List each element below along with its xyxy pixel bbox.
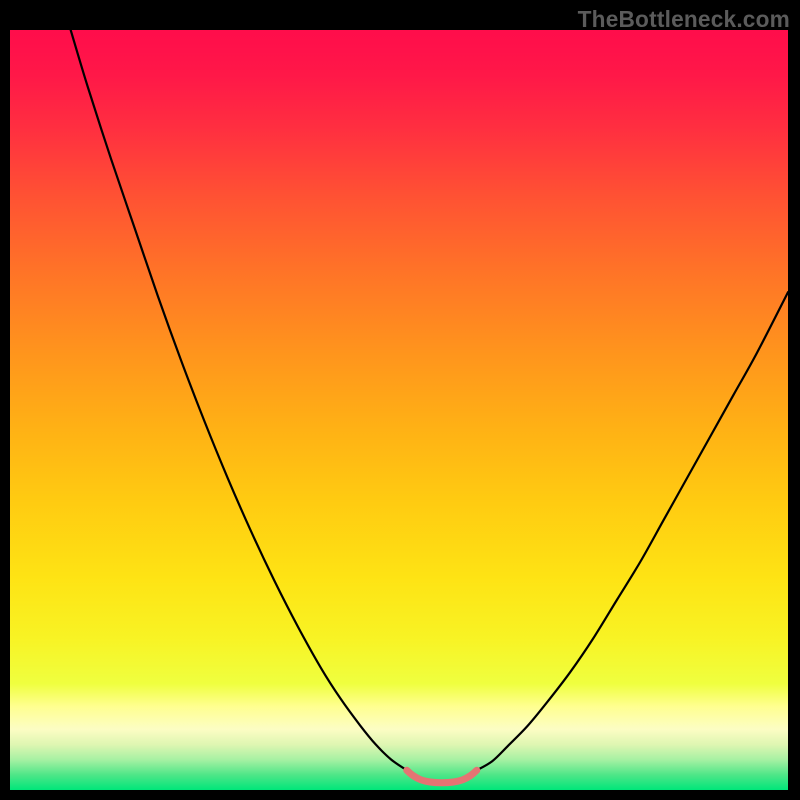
- plot-background: [10, 30, 788, 790]
- bottleneck-chart: [0, 0, 800, 800]
- chart-stage: TheBottleneck.com: [0, 0, 800, 800]
